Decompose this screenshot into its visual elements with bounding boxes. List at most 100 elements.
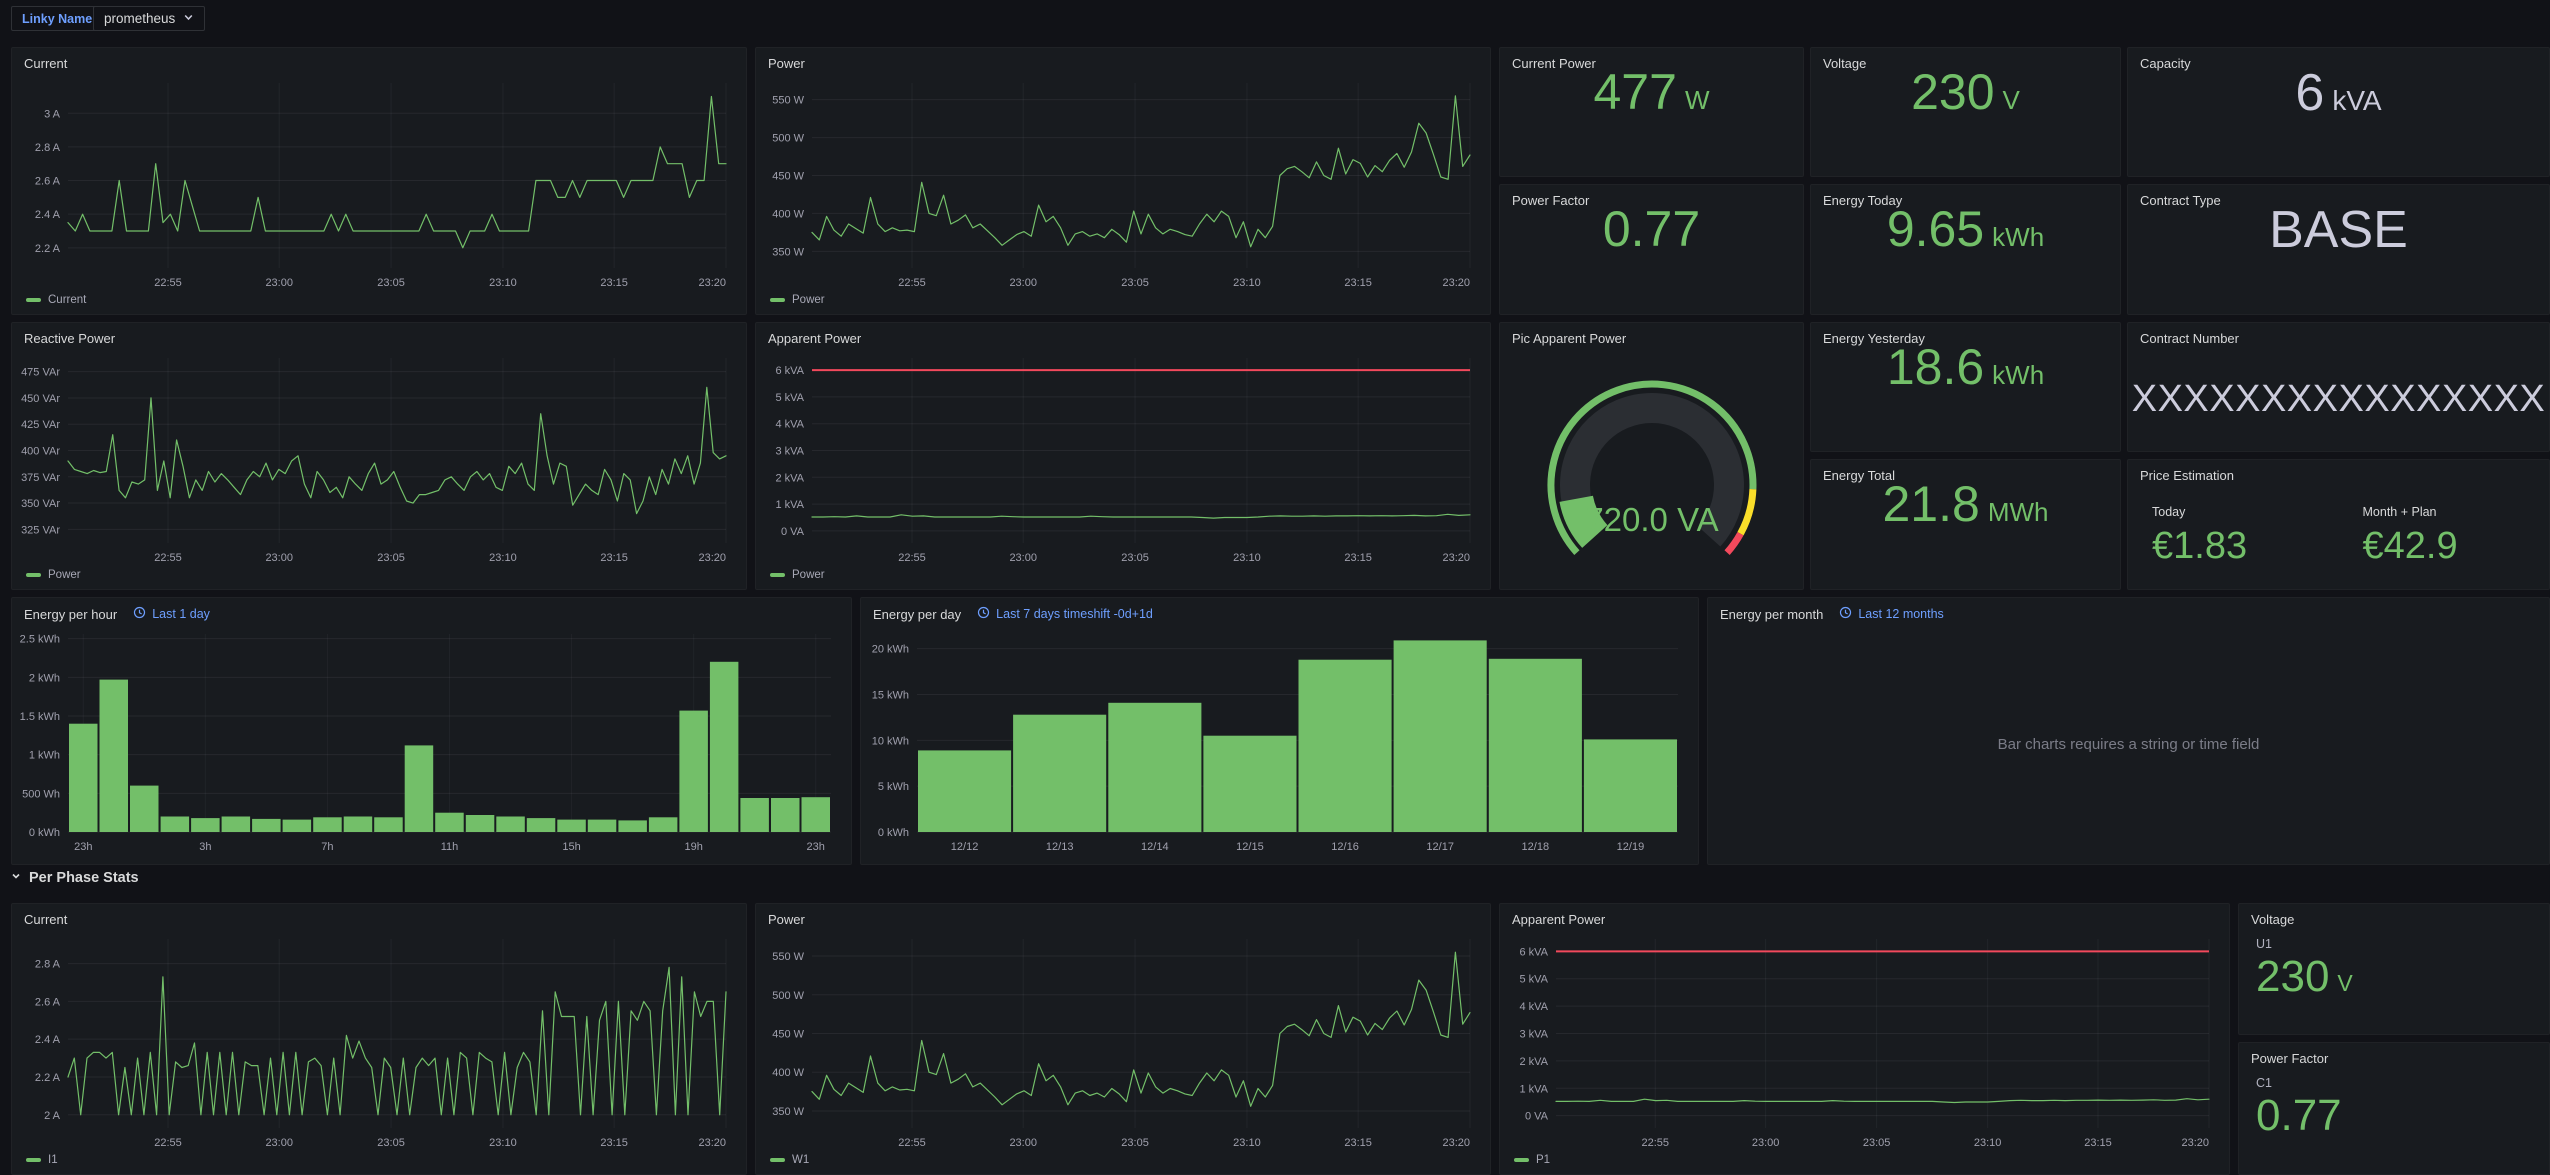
svg-text:0 kWh: 0 kWh — [29, 827, 60, 839]
panel-title[interactable]: Contract Type — [2140, 193, 2221, 208]
svg-text:23:20: 23:20 — [698, 1137, 726, 1149]
svg-text:20 kWh: 20 kWh — [872, 644, 909, 656]
svg-text:23:20: 23:20 — [1442, 552, 1470, 564]
panel-title[interactable]: Contract Number — [2140, 331, 2239, 346]
timerange-link[interactable]: Last 12 months — [1839, 606, 1944, 622]
panel-title[interactable]: Capacity — [2140, 56, 2191, 71]
svg-text:3 kVA: 3 kVA — [1519, 1029, 1548, 1041]
panel-title[interactable]: Energy per hour — [24, 606, 118, 622]
svg-text:22:55: 22:55 — [154, 1137, 182, 1149]
chevron-down-icon — [10, 869, 22, 887]
timerange-label: Last 1 day — [152, 607, 210, 621]
timerange-label: Last 12 months — [1858, 607, 1944, 621]
panel-title[interactable]: Price Estimation — [2140, 468, 2234, 483]
svg-text:720.0 VA: 720.0 VA — [1585, 501, 1718, 538]
panel-pic-apparent-power-gauge: Pic Apparent Power 720.0 VA — [1499, 322, 1804, 590]
timerange-link[interactable]: Last 7 days timeshift -0d+1d — [977, 606, 1153, 622]
row-title: Per Phase Stats — [29, 870, 139, 886]
svg-text:12/16: 12/16 — [1331, 841, 1359, 853]
legend-label: Power — [792, 293, 825, 306]
svg-text:350 W: 350 W — [772, 246, 804, 258]
svg-text:12/13: 12/13 — [1046, 841, 1074, 853]
panel-power-factor-c1-stat: Power Factor C1 0.77 — [2238, 1042, 2550, 1175]
current-line-chart[interactable]: 2.2 A 2.4 A 2.6 A 2.8 A 3 A 22:55 23:00 23:05 23… — [16, 75, 738, 292]
svg-text:3 A: 3 A — [44, 108, 61, 120]
svg-text:23:10: 23:10 — [1974, 1137, 2002, 1149]
panel-energy-today-stat: Energy Today 9.65 kWh — [1810, 184, 2121, 315]
datasource-dropdown[interactable]: prometheus — [93, 6, 206, 31]
svg-text:4 kVA: 4 kVA — [775, 419, 804, 431]
power-line-chart[interactable]: 350 W 400 W 450 W 500 W 550 W 22:55 23:00 23:05… — [760, 75, 1482, 292]
chart-legend[interactable]: P1 — [1500, 1152, 2229, 1174]
panel-title[interactable]: Reactive Power — [24, 331, 116, 346]
chart-legend[interactable]: Power — [756, 567, 1490, 589]
row-per-phase-stats[interactable]: Per Phase Stats — [10, 869, 139, 887]
series-name: C1 — [2256, 1076, 2272, 1090]
panel-energy-yesterday-stat: Energy Yesterday 18.6 kWh — [1810, 322, 2121, 452]
power-phase-line-chart[interactable]: 350 W 400 W 450 W 500 W 550 W 22:55 23:00 23:05… — [760, 931, 1482, 1152]
chart-legend[interactable]: Power — [12, 567, 746, 589]
svg-text:2.6 A: 2.6 A — [35, 996, 61, 1008]
stat-value: 9.65 kWh — [1886, 201, 2045, 257]
panel-title[interactable]: Energy per month — [1720, 606, 1824, 622]
svg-text:500 W: 500 W — [772, 133, 804, 145]
svg-text:2 kVA: 2 kVA — [775, 472, 804, 484]
svg-text:23:05: 23:05 — [1121, 277, 1149, 289]
panel-title[interactable]: Power — [768, 912, 805, 927]
svg-text:2.4 A: 2.4 A — [35, 1034, 61, 1046]
panel-title[interactable]: Energy per day — [873, 606, 962, 622]
datasource-value: prometheus — [104, 11, 176, 26]
clock-icon — [133, 606, 146, 622]
svg-text:2.2 A: 2.2 A — [35, 243, 61, 255]
price-month-label: Month + Plan — [2362, 505, 2437, 519]
reactive-power-line-chart[interactable]: 325 VAr 350 VAr 375 VAr 400 VAr 425 VAr 450 V… — [16, 350, 738, 567]
svg-text:450 W: 450 W — [772, 1029, 804, 1041]
panel-price-estimation: Price Estimation Today €1.83 Month + Pla… — [2127, 459, 2550, 590]
apparent-phase-line-chart[interactable]: 0 VA 1 kVA 2 kVA 3 kVA 4 kVA 5 kVA 6 kVA 22:55 2… — [1504, 931, 2221, 1152]
panel-contract-type-stat: Contract Type BASE — [2127, 184, 2550, 315]
svg-text:23:00: 23:00 — [265, 1137, 293, 1149]
svg-text:23:00: 23:00 — [1009, 552, 1037, 564]
panel-title[interactable]: Apparent Power — [1512, 912, 1606, 927]
panel-title[interactable]: Voltage — [2251, 912, 2295, 927]
panel-current: Current 2.2 A 2.4 A 2.6 A 2.8 A 3 A 22:55 23:0… — [11, 47, 747, 315]
panel-title[interactable]: Current — [24, 56, 68, 71]
current-phase-line-chart[interactable]: 2 A 2.2 A 2.4 A 2.6 A 2.8 A 22:55 23:00 23:05 23… — [16, 931, 738, 1152]
panel-title[interactable]: Pic Apparent Power — [1512, 331, 1627, 346]
apparent-power-line-chart[interactable]: 0 VA 1 kVA 2 kVA 3 kVA 4 kVA 5 kVA 6 kVA 22:55 2… — [760, 350, 1482, 567]
chart-legend[interactable]: I1 — [12, 1152, 746, 1174]
panel-title[interactable]: Energy Total — [1823, 468, 1896, 483]
stat-value: 18.6 kWh — [1886, 339, 2045, 395]
svg-text:1 kVA: 1 kVA — [1519, 1083, 1548, 1095]
svg-text:12/14: 12/14 — [1141, 841, 1169, 853]
svg-text:15h: 15h — [562, 841, 580, 853]
chart-legend[interactable]: Current — [12, 292, 746, 314]
svg-text:500 W: 500 W — [772, 990, 804, 1002]
panel-title[interactable]: Voltage — [1823, 56, 1867, 71]
svg-text:2.8 A: 2.8 A — [35, 142, 61, 154]
panel-title[interactable]: Current Power — [1512, 56, 1596, 71]
svg-text:23:15: 23:15 — [600, 1137, 628, 1149]
chart-legend[interactable]: W1 — [756, 1152, 1490, 1174]
panel-title[interactable]: Energy Yesterday — [1823, 331, 1925, 346]
timerange-link[interactable]: Last 1 day — [133, 606, 210, 622]
price-month: Month + Plan €42.9 — [2339, 481, 2550, 589]
svg-text:23:05: 23:05 — [1121, 552, 1149, 564]
svg-text:550 W: 550 W — [772, 951, 804, 963]
energy-per-day-bar-chart[interactable]: 0 kWh 5 kWh 10 kWh 15 kWh 20 kWh 12/12 12/13 12… — [865, 626, 1690, 856]
panel-title[interactable]: Power — [768, 56, 805, 71]
svg-text:425 VAr: 425 VAr — [21, 419, 60, 431]
panel-title[interactable]: Energy Today — [1823, 193, 1903, 208]
stat-value: 21.8 MWh — [1882, 476, 2049, 532]
energy-per-hour-bar-chart[interactable]: 0 kWh 500 Wh 1 kWh 1.5 kWh 2 kWh 2.5 kWh 23h 3h… — [16, 626, 843, 856]
panel-title[interactable]: Current — [24, 912, 68, 927]
legend-swatch — [770, 572, 785, 577]
svg-text:23:15: 23:15 — [1344, 1137, 1372, 1149]
panel-title[interactable]: Power Factor — [1512, 193, 1590, 208]
panel-title[interactable]: Power Factor — [2251, 1051, 2329, 1066]
svg-text:0 VA: 0 VA — [1525, 1111, 1549, 1123]
variable-label-button[interactable]: Linky Name — [11, 6, 104, 31]
svg-text:4 kVA: 4 kVA — [1519, 1001, 1548, 1013]
panel-title[interactable]: Apparent Power — [768, 331, 862, 346]
chart-legend[interactable]: Power — [756, 292, 1490, 314]
